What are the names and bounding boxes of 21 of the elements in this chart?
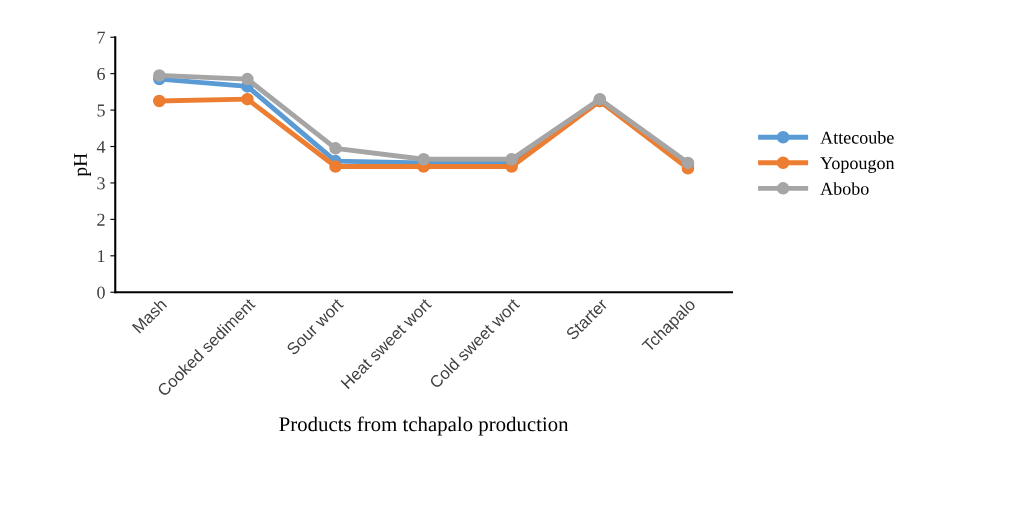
y-tick-label: 0 <box>97 286 105 299</box>
legend-label: Yopougon <box>820 157 895 173</box>
point <box>329 142 342 155</box>
point <box>241 72 254 86</box>
point <box>329 160 342 173</box>
point <box>417 153 430 166</box>
y-tick-label: 2 <box>97 213 105 226</box>
y-tick-label: 7 <box>97 31 106 44</box>
y-tick-label: 4 <box>96 140 106 153</box>
point <box>241 92 254 106</box>
legend-label: Abobo <box>820 182 869 195</box>
y-tick-label: 1 <box>98 250 105 263</box>
point <box>153 94 166 108</box>
y-tick-label: 3 <box>97 177 105 190</box>
x-axis-title: Products from tchapalo production <box>279 416 569 436</box>
y-tick-label: 5 <box>97 104 105 117</box>
legend-label: Attecoube <box>820 131 894 144</box>
y-axis-title: pH <box>74 153 91 177</box>
point <box>505 153 518 166</box>
point <box>153 69 166 82</box>
y-tick-label: 6 <box>97 67 105 81</box>
